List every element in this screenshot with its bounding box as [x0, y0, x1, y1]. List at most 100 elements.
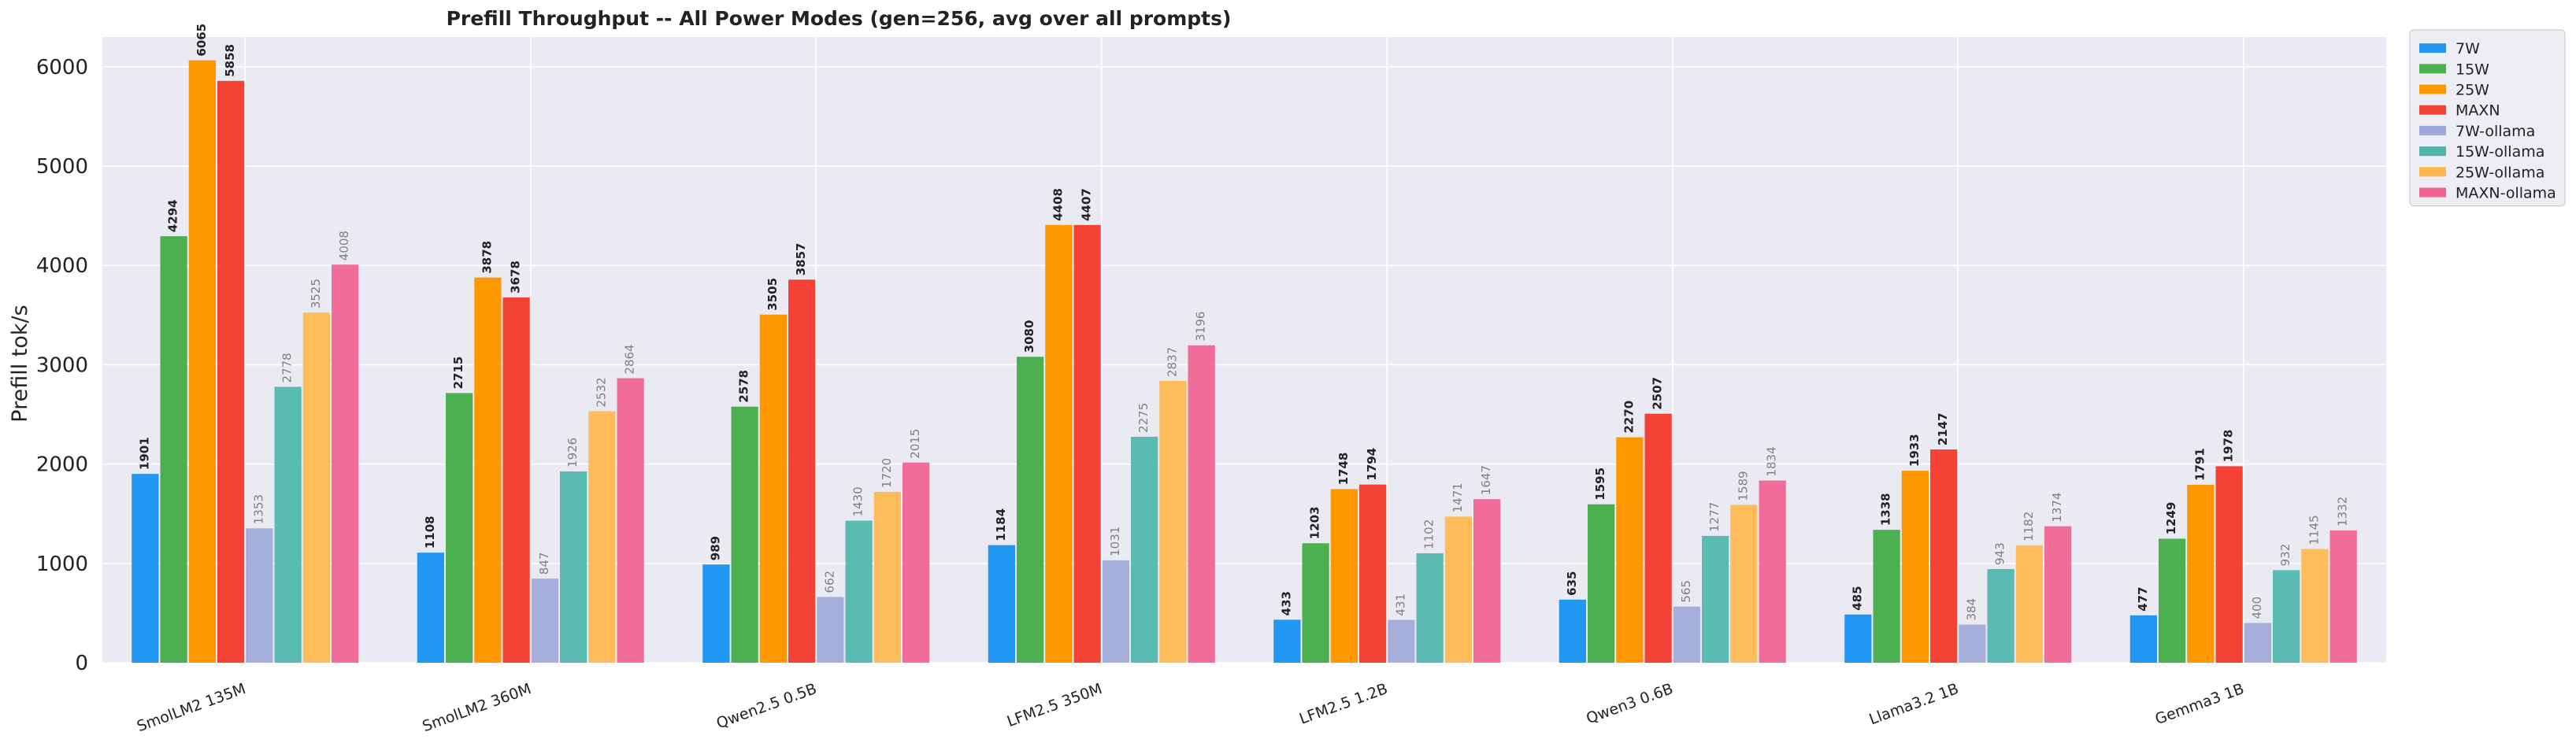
x-tick-label: LFM2.5 1.2B	[1297, 680, 1390, 728]
value-label: 1145	[2307, 515, 2321, 545]
value-label: 477	[2136, 586, 2150, 611]
y-tick-label: 0	[75, 652, 88, 675]
bar-7w-lfm2-5-1-2b	[1273, 619, 1301, 663]
value-label: 3878	[480, 241, 494, 274]
legend-label-7w: 7W	[2456, 40, 2480, 57]
value-label: 3678	[509, 261, 523, 294]
value-label: 2532	[594, 377, 608, 407]
value-label: 3080	[1022, 320, 1036, 353]
bar-25w-llama3-2-1b	[1901, 471, 1929, 663]
value-label: 1595	[1593, 468, 1607, 501]
bar-25w-gemma3-1b	[2187, 484, 2215, 663]
value-label: 1184	[994, 508, 1008, 542]
legend-label-25w-ollama: 25W-ollama	[2456, 164, 2544, 181]
x-tick-label: LFM2.5 350M	[1005, 680, 1105, 730]
value-label: 1791	[2192, 448, 2207, 481]
legend-label-15w: 15W	[2456, 61, 2489, 78]
bar-15w-ollama-qwen2-5-0-5b	[845, 520, 873, 663]
x-tick-label: SmolLM2 135M	[135, 680, 248, 735]
legend-label-maxn-ollama: MAXN-ollama	[2456, 185, 2556, 202]
bar-7w-ollama-smollm2-360m	[531, 579, 558, 663]
value-label: 1926	[565, 438, 580, 468]
plot-background	[102, 37, 2386, 663]
bar-25w-ollama-smollm2-135m	[302, 312, 330, 663]
value-label: 1834	[1765, 446, 1779, 476]
bar-7w-smollm2-360m	[417, 553, 444, 663]
bar-15w-ollama-gemma3-1b	[2273, 570, 2300, 663]
value-label: 1031	[1108, 527, 1122, 556]
value-label: 2864	[623, 344, 637, 374]
bar-maxn-ollama-lfm2-5-1-2b	[1473, 499, 1501, 663]
bar-25w-ollama-qwen2-5-0-5b	[873, 491, 901, 663]
bar-25w-ollama-lfm2-5-350m	[1159, 380, 1187, 663]
bar-maxn-lfm2-5-1-2b	[1359, 484, 1387, 663]
bar-25w-ollama-gemma3-1b	[2301, 549, 2329, 663]
y-tick-label: 3000	[36, 353, 88, 377]
x-tick-label: Gemma3 1B	[2153, 680, 2247, 728]
bar-25w-ollama-lfm2-5-1-2b	[1444, 516, 1472, 663]
bar-7w-qwen2-5-0-5b	[702, 564, 730, 663]
value-label: 1182	[2022, 512, 2036, 542]
bar-25w-smollm2-135m	[188, 60, 216, 663]
value-label: 662	[822, 571, 836, 593]
bar-7w-ollama-qwen2-5-0-5b	[817, 597, 844, 663]
value-label: 1933	[1907, 434, 1922, 467]
bar-7w-ollama-lfm2-5-350m	[1102, 560, 1129, 663]
value-label: 1353	[251, 494, 265, 524]
legend-label-7w-ollama: 7W-ollama	[2456, 123, 2535, 140]
bar-maxn-smollm2-135m	[217, 80, 245, 664]
y-tick-label: 5000	[36, 155, 88, 179]
bar-15w-smollm2-360m	[446, 393, 473, 663]
legend-swatch-15w-ollama	[2419, 146, 2446, 157]
bar-15w-llama3-2-1b	[1873, 530, 1900, 663]
x-axis-ticks: SmolLM2 135M SmolLM2 360M Qwen2.5 0.5B LFM2…	[135, 680, 2247, 735]
value-label: 1102	[1422, 519, 1436, 549]
legend-frame	[2409, 29, 2566, 207]
legend-swatch-maxn	[2419, 105, 2446, 115]
bar-7w-ollama-lfm2-5-1-2b	[1388, 619, 1415, 663]
value-label: 2275	[1136, 403, 1151, 433]
y-tick-label: 2000	[36, 453, 88, 477]
value-label: 635	[1565, 571, 1579, 596]
value-label: 433	[1279, 591, 1293, 615]
value-label: 565	[1679, 580, 1693, 603]
chart-title: Prefill Throughput -- All Power Modes (g…	[447, 7, 1232, 30]
bar-maxn-ollama-qwen2-5-0-5b	[903, 462, 930, 663]
legend-swatch-15w	[2419, 64, 2446, 74]
value-label: 400	[2250, 597, 2264, 619]
value-label: 485	[1850, 586, 1864, 610]
legend-swatch-25w	[2419, 84, 2446, 94]
value-label: 1430	[851, 486, 865, 516]
legend: 7W 15W 25W MAXN 7W-ollama 15W-ollama 25W-ollam…	[2409, 29, 2566, 207]
bar-maxn-lfm2-5-350m	[1073, 224, 1101, 664]
bar-15w-ollama-smollm2-135m	[274, 386, 302, 663]
bar-25w-lfm2-5-350m	[1045, 224, 1073, 663]
bar-7w-qwen3-0-6b	[1559, 599, 1586, 663]
value-label: 1647	[1479, 465, 1493, 495]
bar-7w-ollama-smollm2-135m	[246, 528, 273, 663]
bars	[132, 60, 2357, 664]
bar-maxn-ollama-smollm2-360m	[617, 378, 644, 663]
legend-swatch-25w-ollama	[2419, 167, 2446, 177]
value-label: 1978	[2222, 430, 2236, 463]
bar-maxn-llama3-2-1b	[1930, 449, 1958, 663]
bar-7w-ollama-gemma3-1b	[2244, 623, 2271, 663]
bar-15w-qwen2-5-0-5b	[731, 406, 758, 663]
bar-7w-llama3-2-1b	[1844, 614, 1872, 663]
bar-25w-qwen2-5-0-5b	[759, 314, 787, 663]
legend-label-maxn: MAXN	[2456, 102, 2500, 120]
bar-15w-ollama-qwen3-0-6b	[1702, 535, 1729, 663]
value-label: 1794	[1365, 448, 1379, 481]
value-label: 2778	[280, 353, 295, 383]
bar-15w-ollama-lfm2-5-350m	[1131, 436, 1158, 663]
legend-label-15w-ollama: 15W-ollama	[2456, 143, 2544, 161]
value-labels: 1901 1108 989 1184 433 635 485 477 4294 2715 2578 3…	[137, 24, 2349, 621]
bar-15w-gemma3-1b	[2159, 538, 2186, 663]
y-tick-label: 4000	[36, 254, 88, 278]
value-label: 2507	[1651, 377, 1665, 410]
bar-25w-smollm2-360m	[474, 277, 502, 663]
bar-maxn-gemma3-1b	[2215, 466, 2243, 663]
bar-25w-ollama-smollm2-360m	[588, 411, 616, 663]
value-label: 4407	[1080, 188, 1094, 221]
